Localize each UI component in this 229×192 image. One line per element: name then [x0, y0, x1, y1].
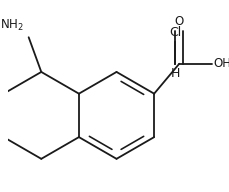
Text: O: O [175, 15, 184, 28]
Text: H: H [171, 67, 180, 80]
Text: Cl: Cl [169, 26, 182, 39]
Text: OH: OH [213, 57, 229, 70]
Text: NH$_2$: NH$_2$ [0, 18, 24, 33]
